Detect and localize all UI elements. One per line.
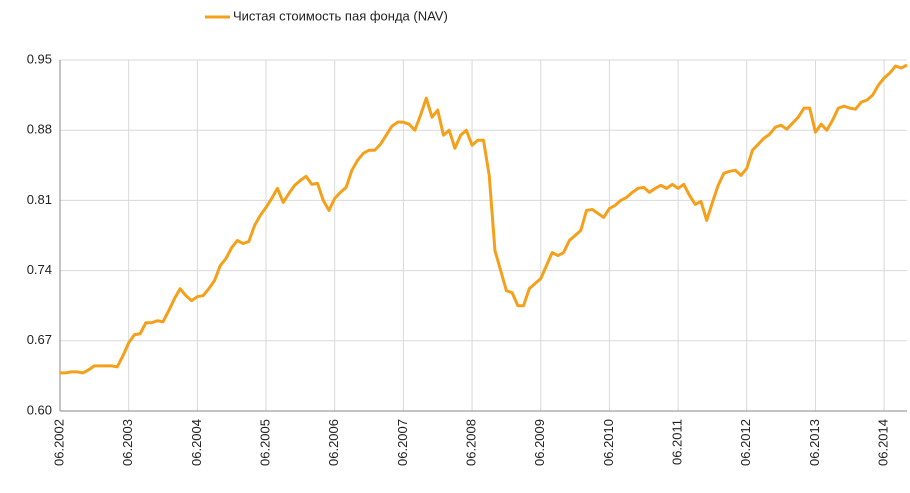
x-tick-label: 06.2005: [257, 419, 272, 466]
y-tick-label: 0.88: [27, 122, 52, 137]
y-tick-label: 0.74: [27, 262, 52, 277]
x-tick-label: 06.2006: [326, 419, 341, 466]
x-tick-label: 06.2012: [738, 419, 753, 466]
series-line: [60, 63, 908, 375]
x-tick-label: 06.2010: [601, 419, 616, 466]
x-tick-label: 06.2009: [532, 419, 547, 466]
y-tick-label: 0.81: [27, 192, 52, 207]
y-tick-label: 0.95: [27, 51, 52, 66]
x-tick-label: 06.2007: [395, 419, 410, 466]
x-tick-label: 06.2014: [876, 419, 891, 466]
x-tick-label: 06.2002: [51, 419, 66, 466]
legend-label: Чистая стоимость пая фонда (NAV): [233, 8, 448, 23]
y-tick-label: 0.60: [27, 402, 52, 417]
x-tick-label: 06.2008: [463, 419, 478, 466]
x-tick-label: 06.2003: [120, 419, 135, 466]
x-tick-label: 06.2004: [189, 419, 204, 466]
x-tick-label: 06.2013: [807, 419, 822, 466]
y-tick-label: 0.67: [27, 332, 52, 347]
x-tick-label: 06.2011: [670, 419, 685, 465]
